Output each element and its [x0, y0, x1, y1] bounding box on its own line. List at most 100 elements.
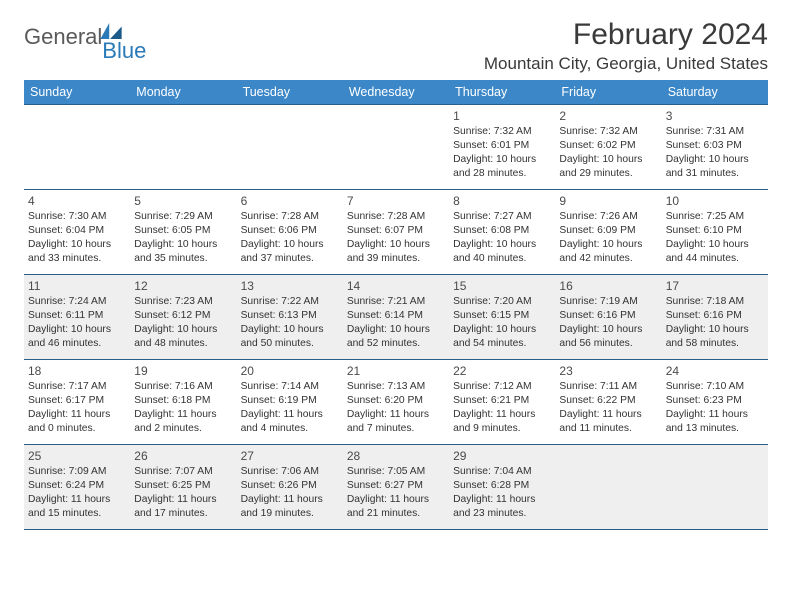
calendar-grid: SundayMondayTuesdayWednesdayThursdayFrid…: [24, 80, 768, 530]
sunset-text: Sunset: 6:16 PM: [666, 309, 764, 323]
sunrise-text: Sunrise: 7:27 AM: [453, 210, 551, 224]
day-cell: 8Sunrise: 7:27 AMSunset: 6:08 PMDaylight…: [449, 190, 555, 274]
week-row: 4Sunrise: 7:30 AMSunset: 6:04 PMDaylight…: [24, 189, 768, 274]
sunrise-text: Sunrise: 7:28 AM: [241, 210, 339, 224]
sunset-text: Sunset: 6:08 PM: [453, 224, 551, 238]
day-cell: 1Sunrise: 7:32 AMSunset: 6:01 PMDaylight…: [449, 105, 555, 189]
week-row: 1Sunrise: 7:32 AMSunset: 6:01 PMDaylight…: [24, 104, 768, 189]
sunrise-text: Sunrise: 7:04 AM: [453, 465, 551, 479]
sunrise-text: Sunrise: 7:31 AM: [666, 125, 764, 139]
sunrise-text: Sunrise: 7:28 AM: [347, 210, 445, 224]
sunset-text: Sunset: 6:18 PM: [134, 394, 232, 408]
day-number: 29: [453, 448, 551, 464]
sunset-text: Sunset: 6:24 PM: [28, 479, 126, 493]
day-number: 23: [559, 363, 657, 379]
sunset-text: Sunset: 6:05 PM: [134, 224, 232, 238]
sunrise-text: Sunrise: 7:23 AM: [134, 295, 232, 309]
sunset-text: Sunset: 6:20 PM: [347, 394, 445, 408]
day-number: 3: [666, 108, 764, 124]
sunset-text: Sunset: 6:28 PM: [453, 479, 551, 493]
brand-name-2: Blue: [102, 38, 146, 63]
day-number: 16: [559, 278, 657, 294]
sunrise-text: Sunrise: 7:05 AM: [347, 465, 445, 479]
day-cell: [237, 105, 343, 189]
sunset-text: Sunset: 6:04 PM: [28, 224, 126, 238]
daylight-text: Daylight: 11 hours and 11 minutes.: [559, 408, 657, 436]
day-cell: 28Sunrise: 7:05 AMSunset: 6:27 PMDayligh…: [343, 445, 449, 529]
sunrise-text: Sunrise: 7:09 AM: [28, 465, 126, 479]
day-number: 12: [134, 278, 232, 294]
sunrise-text: Sunrise: 7:17 AM: [28, 380, 126, 394]
sunset-text: Sunset: 6:14 PM: [347, 309, 445, 323]
daylight-text: Daylight: 10 hours and 46 minutes.: [28, 323, 126, 351]
sunrise-text: Sunrise: 7:26 AM: [559, 210, 657, 224]
day-cell: 22Sunrise: 7:12 AMSunset: 6:21 PMDayligh…: [449, 360, 555, 444]
day-cell: 7Sunrise: 7:28 AMSunset: 6:07 PMDaylight…: [343, 190, 449, 274]
day-cell: [130, 105, 236, 189]
day-number: 22: [453, 363, 551, 379]
sunset-text: Sunset: 6:17 PM: [28, 394, 126, 408]
day-cell: 15Sunrise: 7:20 AMSunset: 6:15 PMDayligh…: [449, 275, 555, 359]
day-number: 20: [241, 363, 339, 379]
day-cell: 5Sunrise: 7:29 AMSunset: 6:05 PMDaylight…: [130, 190, 236, 274]
sunrise-text: Sunrise: 7:10 AM: [666, 380, 764, 394]
day-cell: 18Sunrise: 7:17 AMSunset: 6:17 PMDayligh…: [24, 360, 130, 444]
day-of-week-header: SundayMondayTuesdayWednesdayThursdayFrid…: [24, 80, 768, 104]
day-cell: 3Sunrise: 7:31 AMSunset: 6:03 PMDaylight…: [662, 105, 768, 189]
brand-name-1: General: [24, 24, 102, 50]
day-number: 7: [347, 193, 445, 209]
sunset-text: Sunset: 6:25 PM: [134, 479, 232, 493]
sunset-text: Sunset: 6:15 PM: [453, 309, 551, 323]
calendar-page: General Blue February 2024 Mountain City…: [0, 0, 792, 530]
daylight-text: Daylight: 10 hours and 35 minutes.: [134, 238, 232, 266]
day-cell: 12Sunrise: 7:23 AMSunset: 6:12 PMDayligh…: [130, 275, 236, 359]
sunset-text: Sunset: 6:23 PM: [666, 394, 764, 408]
daylight-text: Daylight: 10 hours and 56 minutes.: [559, 323, 657, 351]
day-cell: 27Sunrise: 7:06 AMSunset: 6:26 PMDayligh…: [237, 445, 343, 529]
day-number: 21: [347, 363, 445, 379]
day-number: 6: [241, 193, 339, 209]
sunset-text: Sunset: 6:10 PM: [666, 224, 764, 238]
day-number: 28: [347, 448, 445, 464]
daylight-text: Daylight: 11 hours and 0 minutes.: [28, 408, 126, 436]
daylight-text: Daylight: 11 hours and 19 minutes.: [241, 493, 339, 521]
day-number: 1: [453, 108, 551, 124]
day-number: 2: [559, 108, 657, 124]
daylight-text: Daylight: 11 hours and 2 minutes.: [134, 408, 232, 436]
dow-label: Thursday: [449, 80, 555, 104]
sunset-text: Sunset: 6:22 PM: [559, 394, 657, 408]
sunset-text: Sunset: 6:16 PM: [559, 309, 657, 323]
daylight-text: Daylight: 10 hours and 33 minutes.: [28, 238, 126, 266]
sunrise-text: Sunrise: 7:14 AM: [241, 380, 339, 394]
day-cell: 17Sunrise: 7:18 AMSunset: 6:16 PMDayligh…: [662, 275, 768, 359]
daylight-text: Daylight: 10 hours and 54 minutes.: [453, 323, 551, 351]
day-cell: [662, 445, 768, 529]
day-number: 24: [666, 363, 764, 379]
title-block: February 2024 Mountain City, Georgia, Un…: [484, 18, 768, 74]
day-cell: 29Sunrise: 7:04 AMSunset: 6:28 PMDayligh…: [449, 445, 555, 529]
day-number: 15: [453, 278, 551, 294]
sunset-text: Sunset: 6:01 PM: [453, 139, 551, 153]
daylight-text: Daylight: 10 hours and 42 minutes.: [559, 238, 657, 266]
day-cell: 9Sunrise: 7:26 AMSunset: 6:09 PMDaylight…: [555, 190, 661, 274]
day-cell: 16Sunrise: 7:19 AMSunset: 6:16 PMDayligh…: [555, 275, 661, 359]
sunset-text: Sunset: 6:26 PM: [241, 479, 339, 493]
sunrise-text: Sunrise: 7:18 AM: [666, 295, 764, 309]
sunrise-text: Sunrise: 7:16 AM: [134, 380, 232, 394]
day-cell: 20Sunrise: 7:14 AMSunset: 6:19 PMDayligh…: [237, 360, 343, 444]
day-number: 18: [28, 363, 126, 379]
day-number: 17: [666, 278, 764, 294]
daylight-text: Daylight: 10 hours and 40 minutes.: [453, 238, 551, 266]
daylight-text: Daylight: 10 hours and 28 minutes.: [453, 153, 551, 181]
day-cell: 19Sunrise: 7:16 AMSunset: 6:18 PMDayligh…: [130, 360, 236, 444]
sunrise-text: Sunrise: 7:25 AM: [666, 210, 764, 224]
day-cell: 26Sunrise: 7:07 AMSunset: 6:25 PMDayligh…: [130, 445, 236, 529]
dow-label: Friday: [555, 80, 661, 104]
day-number: 5: [134, 193, 232, 209]
day-number: 10: [666, 193, 764, 209]
daylight-text: Daylight: 10 hours and 37 minutes.: [241, 238, 339, 266]
sunset-text: Sunset: 6:06 PM: [241, 224, 339, 238]
daylight-text: Daylight: 11 hours and 7 minutes.: [347, 408, 445, 436]
sunrise-text: Sunrise: 7:21 AM: [347, 295, 445, 309]
sunrise-text: Sunrise: 7:06 AM: [241, 465, 339, 479]
